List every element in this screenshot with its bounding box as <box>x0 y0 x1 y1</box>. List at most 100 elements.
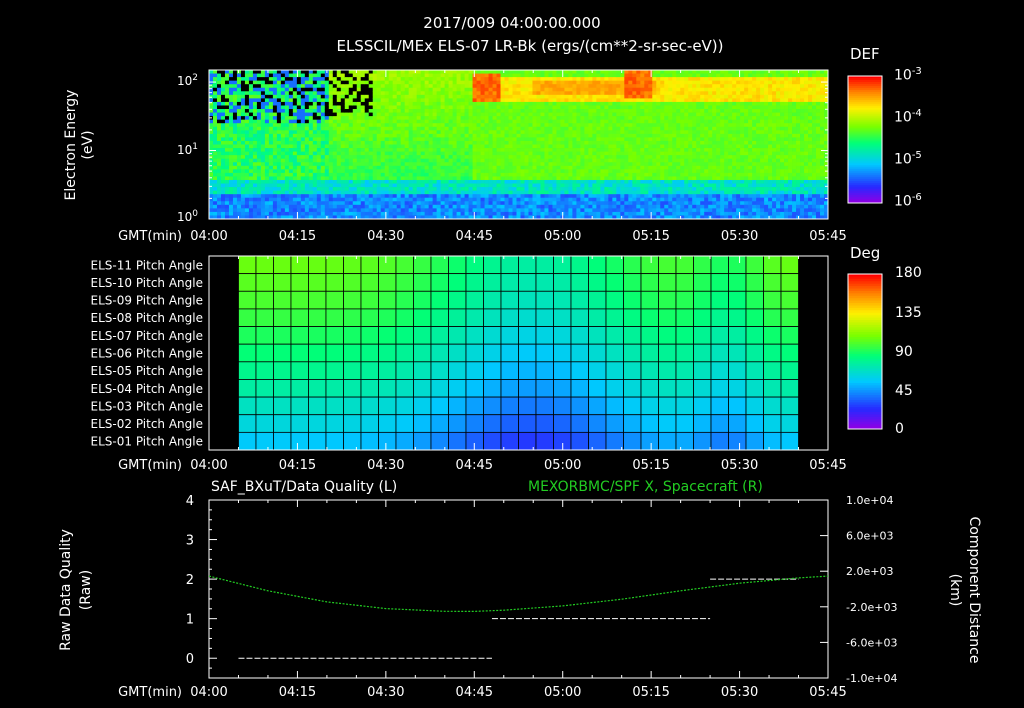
spectrogram-cell <box>600 148 605 152</box>
spectrogram-cell <box>380 162 386 167</box>
spectrogram-cell <box>252 112 258 117</box>
spectrogram-cell <box>504 211 509 216</box>
spectrogram-cell <box>348 190 354 195</box>
spectrogram-cell <box>492 130 497 135</box>
spectrogram-cell <box>644 137 649 142</box>
spectrogram-cell <box>416 119 422 124</box>
spectrogram-cell <box>448 183 453 188</box>
spectrogram-cell <box>276 211 282 216</box>
spectrogram-cell <box>452 169 457 174</box>
spectrogram-cell <box>584 201 589 206</box>
spectrogram-cell <box>472 204 477 209</box>
spectrogram-cell <box>656 179 661 184</box>
spectrogram-cell <box>672 144 677 149</box>
spectrogram-cell <box>592 165 597 170</box>
spectrogram-cell <box>568 204 573 209</box>
spectrogram-cell <box>580 109 585 113</box>
spectrogram-cell <box>316 116 322 121</box>
spectrogram-cell <box>480 148 485 152</box>
spectrogram-cell <box>388 187 394 192</box>
spectrogram-cell <box>256 87 262 92</box>
spectrogram-cell <box>564 165 569 170</box>
spectrogram-cell <box>536 208 541 213</box>
spectrogram-cell <box>612 158 617 163</box>
spectrogram-cell <box>676 169 681 174</box>
spectrogram-cell <box>456 101 461 106</box>
spectrogram-cell <box>308 151 314 156</box>
spectrogram-cell <box>428 77 434 82</box>
spectrogram-cell <box>564 77 569 82</box>
spectrogram-cell <box>580 169 585 174</box>
spectrogram-cell <box>624 201 629 206</box>
spectrogram-cell <box>660 165 665 170</box>
spectrogram-cell <box>632 137 637 142</box>
spectrogram-cell <box>356 105 362 110</box>
spectrogram-cell <box>540 130 545 135</box>
spectrogram-cell <box>416 176 422 181</box>
spectrogram-cell <box>416 105 422 110</box>
spectrogram-cell <box>600 215 605 220</box>
spectrogram-cell <box>300 116 306 121</box>
spectrogram-cell <box>228 112 234 117</box>
spectrogram-cell <box>412 190 418 195</box>
spectrogram-cell <box>364 119 370 124</box>
spectrogram-cell <box>332 165 338 170</box>
spectrogram-cell <box>604 73 609 78</box>
spectrogram-cell <box>340 162 346 167</box>
spectrogram-cell <box>524 165 529 170</box>
spectrogram-cell <box>228 190 234 195</box>
spectrogram-cell <box>212 98 218 103</box>
spectrogram-cell <box>464 148 469 152</box>
spectrogram-cell <box>300 179 306 184</box>
spectrogram-cell <box>256 70 262 74</box>
spectrogram-cell <box>320 112 326 117</box>
spectrogram-cell <box>564 211 569 216</box>
spectrogram-cell <box>252 119 258 124</box>
spectrogram-cell <box>680 98 685 103</box>
spectrogram-cell <box>612 187 617 192</box>
spectrogram-cell <box>212 77 218 82</box>
spectrogram-cell <box>400 130 406 135</box>
spectrogram-cell <box>576 130 581 135</box>
spectrogram-cell <box>676 101 681 106</box>
spectrogram-cell <box>328 140 334 145</box>
spectrogram-cell <box>296 165 302 170</box>
spectrogram-cell <box>456 137 461 142</box>
spectrogram-cell <box>268 130 274 135</box>
spectrogram-cell <box>244 151 250 156</box>
spectrogram-cell <box>368 148 374 152</box>
spectrogram-cell <box>352 116 358 121</box>
spectrogram-cell <box>672 112 677 117</box>
spectrogram-cell <box>592 130 597 135</box>
spectrogram-cell <box>340 130 346 135</box>
spectrogram-cell <box>352 183 358 188</box>
spectrogram-cell <box>504 215 509 220</box>
spectrogram-cell <box>588 204 593 209</box>
spectrogram-cell <box>620 94 625 99</box>
spectrogram-cell <box>284 70 290 74</box>
spectrogram-cell <box>484 162 489 167</box>
spectrogram-cell <box>300 137 306 142</box>
spectrogram-cell <box>488 137 493 142</box>
spectrogram-cell <box>512 197 517 202</box>
spectrogram-cell <box>544 201 549 206</box>
spectrogram-cell <box>300 91 306 96</box>
spectrogram-cell <box>212 179 218 184</box>
spectrogram-cell <box>496 70 501 74</box>
spectrogram-cell <box>484 140 489 145</box>
spectrogram-cell <box>464 204 469 209</box>
spectrogram-cell <box>248 162 254 167</box>
spectrogram-cell <box>296 101 302 106</box>
spectrogram-cell <box>516 179 521 184</box>
spectrogram-cell <box>484 123 489 128</box>
spectrogram-cell <box>380 130 386 135</box>
spectrogram-cell <box>476 84 481 89</box>
spectrogram-cell <box>484 80 489 85</box>
spectrogram-cell <box>596 215 601 220</box>
spectrogram-cell <box>352 101 358 106</box>
spectrogram-cell <box>556 77 561 82</box>
spectrogram-cell <box>476 194 481 199</box>
spectrogram-cell <box>240 87 246 92</box>
spectrogram-cell <box>328 70 334 74</box>
spectrogram-cell <box>560 84 565 89</box>
